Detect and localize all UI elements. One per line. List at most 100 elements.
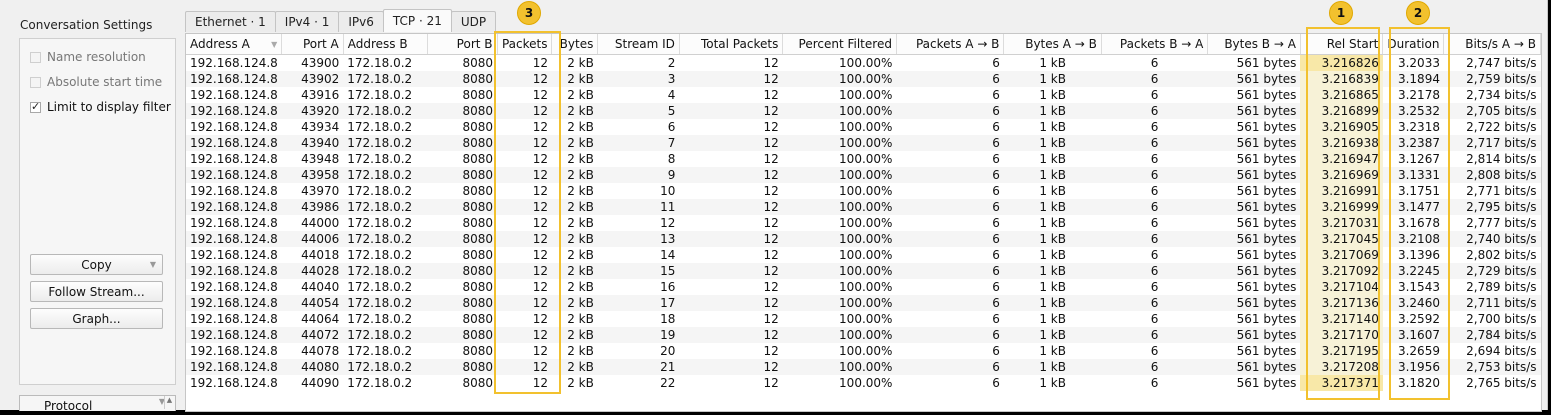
table-cell: 192.168.124.8 (190, 216, 278, 230)
tab-udp[interactable]: UDP (450, 11, 497, 32)
column-header[interactable]: Bytes A → B (1003, 34, 1102, 55)
table-row[interactable]: 192.168.124.8 43900 172.18.0.2 8080 12 2 kB 2 1… (186, 54, 1541, 71)
column-header[interactable]: Address A ▼ (186, 34, 283, 55)
column-header[interactable]: Address B (343, 34, 429, 55)
table-cell: 4 (667, 88, 676, 102)
table-row[interactable]: 192.168.124.8 44028 172.18.0.2 8080 12 2 kB 15… (186, 263, 1541, 279)
table-cell: 2 kB (567, 88, 594, 102)
column-header[interactable]: Rel Start (1300, 34, 1384, 55)
name-resolution-checkbox[interactable]: Name resolution (30, 48, 146, 66)
follow-stream-button[interactable]: Follow Stream... (30, 281, 163, 302)
table-cell: 2,784 bits/s (1443, 327, 1541, 343)
table-cell: 192.168.124.8 (186, 359, 282, 375)
table-row[interactable]: 192.168.124.8 44000 172.18.0.2 8080 12 2 kB 12… (186, 215, 1541, 231)
table-cell: 172.18.0.2 (343, 103, 428, 119)
table-cell: 100.00% (782, 263, 897, 279)
graph-button[interactable]: Graph... (30, 308, 163, 329)
table-cell: 21 (597, 359, 680, 375)
table-cell: 6 (1150, 120, 1159, 134)
column-header-label: Packets B → A (1119, 37, 1204, 51)
table-cell: 192.168.124.8 (186, 167, 282, 183)
table-cell: 22 (660, 376, 676, 390)
column-header[interactable]: Packets B → A (1101, 34, 1209, 55)
table-cell: 6 (896, 167, 1004, 183)
table-row[interactable]: 192.168.124.8 43940 172.18.0.2 8080 12 2 kB 7 1… (186, 135, 1541, 151)
table-cell: 43970 (301, 184, 340, 198)
table-row[interactable]: 192.168.124.8 43948 172.18.0.2 8080 12 2 kB 8 1… (186, 151, 1541, 167)
protocol-list[interactable]: Protocol ▼ ▲ (19, 395, 176, 413)
column-header[interactable]: Port A (281, 34, 344, 55)
table-cell: 100.00% (839, 376, 893, 390)
column-header[interactable]: Percent Filtered (782, 34, 897, 55)
table-cell: 192.168.124.8 (186, 135, 282, 151)
copy-button[interactable]: Copy ▼ (30, 254, 163, 275)
table-cell: 44072 (281, 327, 344, 343)
table-row[interactable]: 192.168.124.8 44078 172.18.0.2 8080 12 2 kB 20… (186, 343, 1541, 359)
chevron-down-icon[interactable]: ▼ (149, 260, 156, 269)
table-row[interactable]: 192.168.124.8 43970 172.18.0.2 8080 12 2 kB 10… (186, 183, 1541, 199)
table-cell: 6 (1101, 199, 1208, 215)
table-row[interactable]: 192.168.124.8 44006 172.18.0.2 8080 12 2 kB 13… (186, 231, 1541, 247)
table-cell: 172.18.0.2 (343, 135, 428, 151)
table-row[interactable]: 192.168.124.8 44018 172.18.0.2 8080 12 2 kB 14… (186, 247, 1541, 263)
absolute-start-time-checkbox[interactable]: Absolute start time (30, 73, 162, 91)
column-header[interactable]: Stream ID (597, 34, 680, 55)
scroll-up-icon[interactable]: ▲ (164, 396, 174, 409)
absolute-start-time-checkbox-box[interactable] (30, 76, 41, 88)
table-row[interactable]: 192.168.124.8 43920 172.18.0.2 8080 12 2 kB 5 1… (186, 103, 1541, 119)
tab-ipv6[interactable]: IPv6 (338, 11, 384, 32)
table-row[interactable]: 192.168.124.8 44080 172.18.0.2 8080 12 2 kB 21… (186, 359, 1541, 375)
table-cell: 8080 (462, 56, 494, 70)
table-row[interactable]: 192.168.124.8 44054 172.18.0.2 8080 12 2 kB 17… (186, 295, 1541, 311)
conversation-table-container[interactable]: Address A ▼ Port A Address B Port B Packets By… (185, 33, 1542, 412)
column-header[interactable]: Packets (497, 34, 553, 55)
table-cell: 43934 (301, 120, 340, 134)
column-header[interactable]: Bits/s A → B (1443, 34, 1541, 55)
table-cell: 100.00% (839, 184, 893, 198)
tab-ipv4[interactable]: IPv4 · 1 (274, 11, 340, 32)
table-cell: 6 (1101, 103, 1208, 119)
limit-to-display-filter-checkbox-box[interactable] (30, 100, 41, 113)
table-cell: 192.168.124.8 (190, 184, 278, 198)
column-header-label: Duration (1387, 37, 1440, 51)
table-cell: 6 (992, 344, 1000, 358)
table-row[interactable]: 192.168.124.8 43902 172.18.0.2 8080 12 2 kB 3 1… (186, 71, 1541, 87)
follow-stream-button-label: Follow Stream... (48, 284, 145, 299)
table-row[interactable]: 192.168.124.8 44090 172.18.0.2 8080 12 2 kB 22… (186, 375, 1541, 391)
table-row[interactable]: 192.168.124.8 43958 172.18.0.2 8080 12 2 kB 9 1… (186, 167, 1541, 183)
table-cell: 3.1396 (1397, 248, 1440, 262)
table-cell: 8080 (462, 280, 494, 294)
table-row[interactable]: 192.168.124.8 44040 172.18.0.2 8080 12 2 kB 16… (186, 279, 1541, 295)
table-row[interactable]: 192.168.124.8 43986 172.18.0.2 8080 12 2 kB 11… (186, 199, 1541, 215)
column-header[interactable]: Packets A → B (896, 34, 1005, 55)
table-cell: 6 (667, 120, 676, 134)
limit-to-display-filter-checkbox[interactable]: Limit to display filter (30, 98, 171, 116)
column-header[interactable]: Port B (427, 34, 498, 55)
table-cell: 3.217069 (1300, 247, 1383, 263)
table-cell: 2,705 bits/s (1443, 103, 1541, 119)
table-cell: 3.217208 (1300, 359, 1383, 375)
table-cell: 561 bytes (1207, 295, 1301, 311)
table-row[interactable]: 192.168.124.8 44072 172.18.0.2 8080 12 2 kB 19… (186, 327, 1541, 343)
table-cell: 2,802 bits/s (1466, 248, 1537, 262)
table-cell: 3.1331 (1382, 167, 1444, 183)
tab-tcp[interactable]: TCP · 21 (382, 9, 452, 32)
table-cell: 8080 (462, 152, 494, 166)
tab-ethernet[interactable]: Ethernet · 1 (185, 11, 276, 32)
name-resolution-checkbox-box[interactable] (30, 51, 41, 63)
table-row[interactable]: 192.168.124.8 43916 172.18.0.2 8080 12 2 kB 4 1… (186, 87, 1541, 103)
table-cell: 3.216991 (1300, 183, 1383, 199)
column-header[interactable]: Total Packets (679, 34, 784, 55)
table-cell: 2,722 bits/s (1466, 120, 1537, 134)
column-header[interactable]: Bytes (551, 34, 599, 55)
table-row[interactable]: 192.168.124.8 43934 172.18.0.2 8080 12 2 kB 6 1… (186, 119, 1541, 135)
table-cell: 44000 (301, 216, 340, 230)
table-cell: 10 (660, 184, 676, 198)
column-header[interactable]: Bytes B → A (1207, 34, 1301, 55)
table-row[interactable]: 192.168.124.8 44064 172.18.0.2 8080 12 2 kB 18… (186, 311, 1541, 327)
column-header[interactable]: Duration (1382, 34, 1445, 55)
protocol-column-header[interactable]: Protocol (44, 399, 93, 413)
table-cell: 6 (1150, 248, 1159, 262)
table-cell: 7 (597, 135, 680, 151)
table-cell: 561 bytes (1236, 280, 1297, 294)
